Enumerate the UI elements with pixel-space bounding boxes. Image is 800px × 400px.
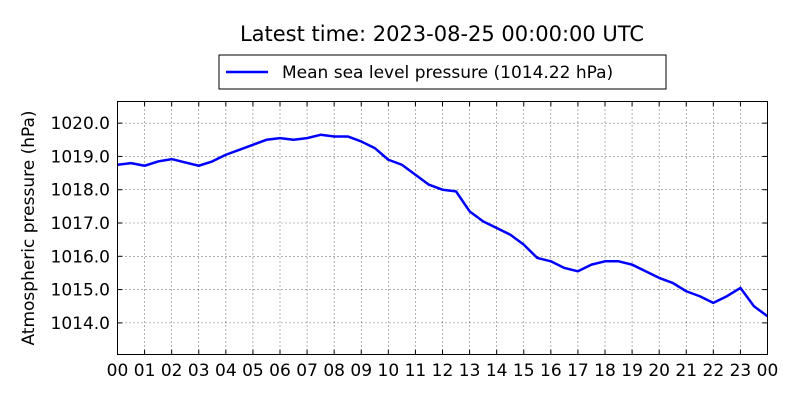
x-tick-label: 05	[242, 361, 264, 381]
x-tick-label: 17	[567, 361, 589, 381]
x-tick-label: 22	[703, 361, 725, 381]
plot-frame	[117, 101, 768, 355]
y-tick-label: 1020.0	[51, 114, 110, 134]
x-tick-label: 23	[730, 361, 752, 381]
x-tick-label: 18	[594, 361, 616, 381]
y-tick-label: 1019.0	[51, 147, 110, 167]
x-tick-label: 07	[296, 361, 318, 381]
x-tick-label: 06	[269, 361, 291, 381]
x-tick-label: 21	[675, 361, 697, 381]
x-tick-label: 10	[378, 361, 400, 381]
y-axis-label: Atmospheric pressure (hPa)	[19, 110, 39, 345]
legend-box	[218, 54, 667, 90]
x-tick-label: 08	[323, 361, 345, 381]
x-tick-label: 11	[405, 361, 427, 381]
x-tick-label: 03	[188, 361, 210, 381]
y-tick-label: 1018.0	[51, 181, 110, 201]
x-tick-label: 19	[621, 361, 643, 381]
x-tick-label: 13	[459, 361, 481, 381]
legend: Mean sea level pressure (1014.22 hPa)	[218, 54, 667, 90]
x-tick-label: 00	[107, 361, 129, 381]
series-layer	[117, 133, 769, 318]
x-tick-label: 02	[161, 361, 183, 381]
y-tick-label: 1016.0	[51, 247, 110, 267]
series-line-msl-pressure	[117, 133, 769, 318]
x-tick-label: 15	[513, 361, 535, 381]
x-tick-label: 16	[540, 361, 562, 381]
chart-title: Latest time: 2023-08-25 00:00:00 UTC	[240, 22, 644, 46]
x-tick-label: 20	[648, 361, 670, 381]
x-tick-label: 04	[215, 361, 237, 381]
x-tick-label: 09	[350, 361, 372, 381]
y-tick-label: 1014.0	[51, 314, 110, 334]
legend-label: Mean sea level pressure (1014.22 hPa)	[282, 63, 613, 83]
x-tick-label: 14	[486, 361, 508, 381]
x-tick-label: 12	[432, 361, 454, 381]
y-tick-label: 1017.0	[51, 214, 110, 234]
grid	[117, 101, 768, 355]
x-tick-label: 00	[757, 361, 779, 381]
y-tick-label: 1015.0	[51, 281, 110, 301]
ticks: 00 01 02 03 04 05 06 07 08 09 10 11 12 13 14 15 16 17 18 19…	[51, 101, 779, 381]
x-tick-label: 01	[134, 361, 156, 381]
